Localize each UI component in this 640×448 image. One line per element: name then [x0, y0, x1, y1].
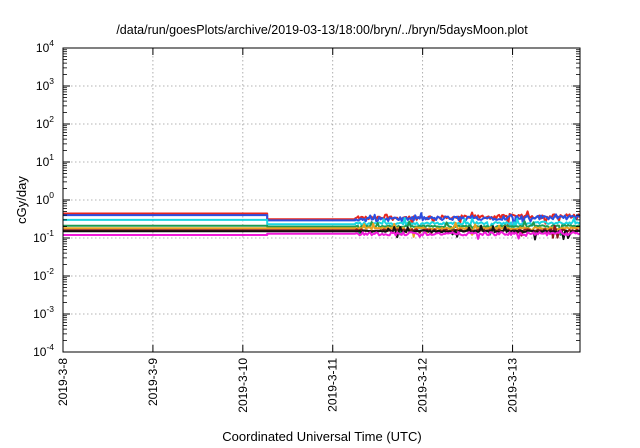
- y-tick-base: 10: [36, 155, 50, 169]
- y-tick-exponent: -4: [46, 342, 54, 352]
- y-tick-label: 102: [36, 114, 54, 131]
- x-tick-label: 2019-3-9: [146, 358, 160, 406]
- y-tick-label: 103: [36, 76, 54, 93]
- y-tick-exponent: -3: [46, 304, 54, 314]
- series-line-7: [63, 225, 581, 241]
- series-line-5: [63, 221, 581, 238]
- x-axis-label: Coordinated Universal Time (UTC): [222, 429, 421, 444]
- x-tick-labels: 2019-3-8 2019-3-9 2019-3-10 2019-3-11 2019-3…: [56, 358, 520, 413]
- y-tick-base: 10: [36, 193, 50, 207]
- y-tick-exponent: -2: [46, 266, 54, 276]
- y-tick-label: 100: [36, 190, 54, 207]
- axis-ticks: [62, 47, 580, 353]
- y-tick-base: 10: [33, 231, 47, 245]
- y-tick-base: 10: [33, 269, 47, 283]
- grid: [63, 48, 580, 352]
- series-line-4: [63, 220, 581, 237]
- y-axis-label: cGy/day: [14, 176, 29, 224]
- x-tick-label: 2019-3-10: [236, 358, 250, 413]
- series-line-3: [63, 217, 581, 234]
- y-tick-exponent: -1: [46, 228, 54, 238]
- y-tick-label: 10-2: [33, 266, 54, 283]
- y-tick-base: 10: [33, 345, 47, 359]
- y-tick-label: 10-3: [33, 304, 54, 321]
- x-tick-label: 2019-3-11: [326, 358, 340, 412]
- y-tick-base: 10: [36, 117, 50, 131]
- y-tick-exponent: 1: [49, 152, 54, 162]
- series-line-8: [63, 229, 581, 240]
- series-layer: [63, 210, 581, 241]
- y-tick-exponent: 0: [49, 190, 54, 200]
- x-tick-label: 2019-3-8: [56, 358, 70, 406]
- y-tick-base: 10: [33, 307, 47, 321]
- y-tick-exponent: 2: [49, 114, 54, 124]
- y-tick-exponent: 4: [49, 38, 54, 48]
- y-tick-label: 10-1: [33, 228, 54, 245]
- y-tick-base: 10: [36, 79, 50, 93]
- y-tick-base: 10: [36, 41, 50, 55]
- y-tick-exponent: 3: [49, 76, 54, 86]
- x-tick-label: 2019-3-13: [506, 358, 520, 413]
- x-tick-label: 2019-3-12: [416, 358, 430, 413]
- y-tick-label: 104: [36, 38, 54, 55]
- chart-title: /data/run/goesPlots/archive/2019-03-13/1…: [116, 23, 528, 37]
- y-tick-label: 101: [36, 152, 54, 169]
- y-tick-label: 10-4: [33, 342, 54, 359]
